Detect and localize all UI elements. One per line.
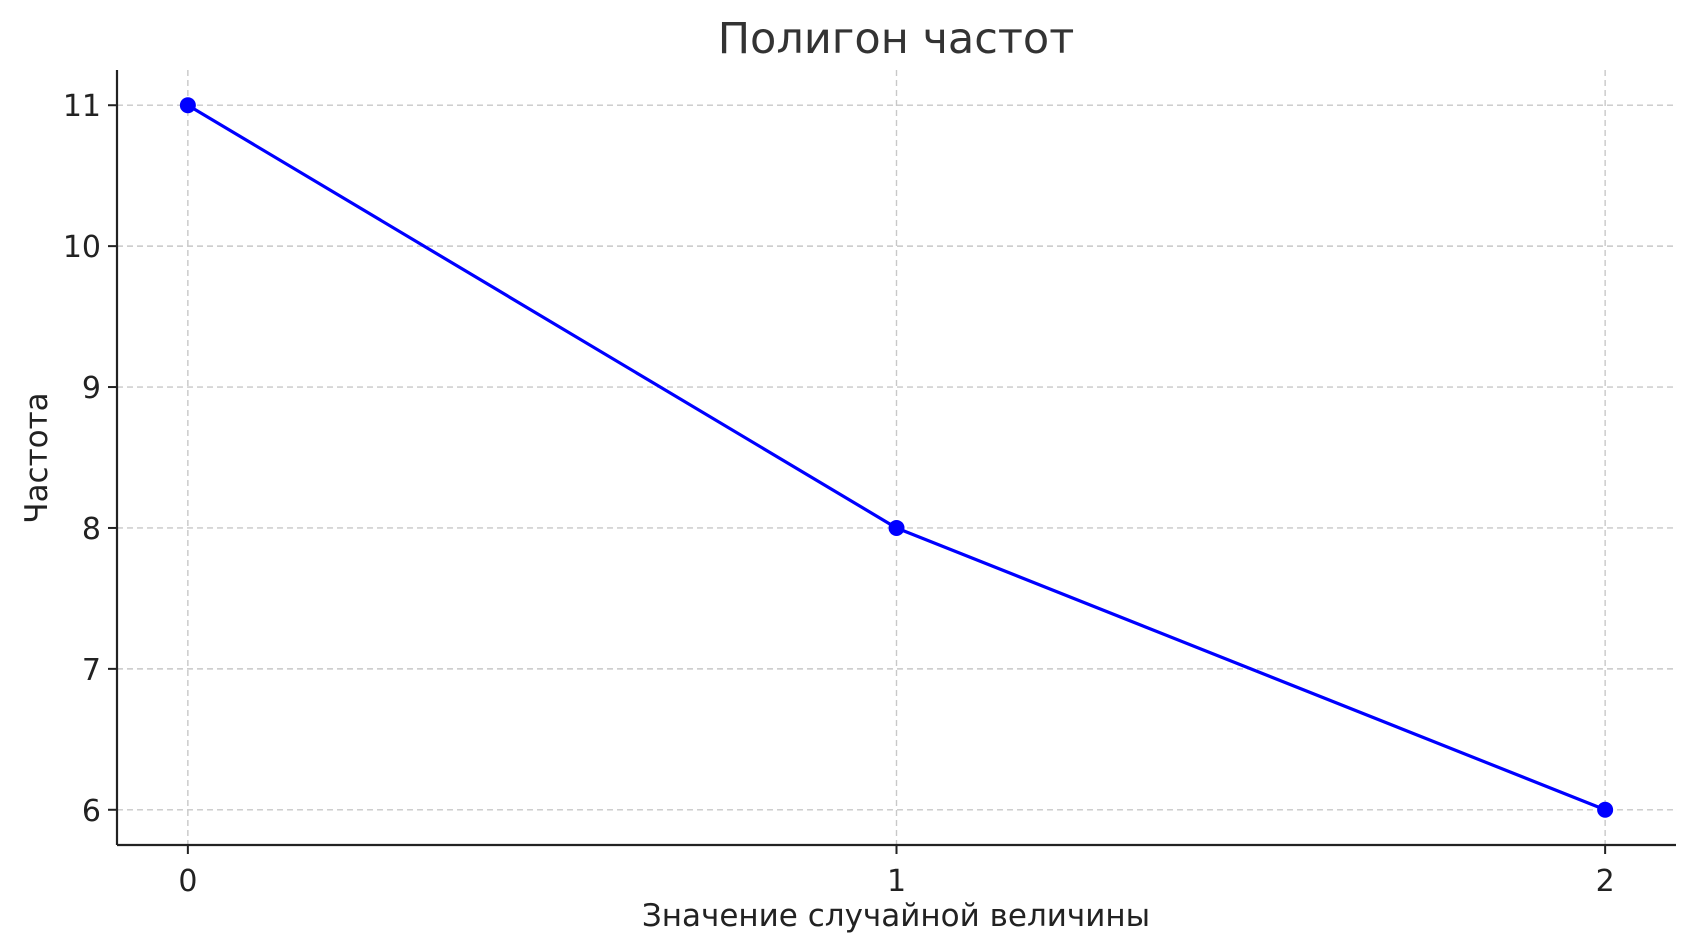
y-tick-label: 10 bbox=[63, 230, 101, 265]
x-tick-label: 2 bbox=[1596, 864, 1615, 899]
grid-lines bbox=[117, 70, 1676, 845]
y-tick-label: 7 bbox=[82, 653, 101, 688]
x-tick-label: 0 bbox=[178, 864, 197, 899]
axes bbox=[115, 70, 1676, 847]
y-tick-label: 9 bbox=[82, 371, 101, 406]
chart-title: Полигон частот bbox=[718, 14, 1075, 64]
y-tick-label: 8 bbox=[82, 512, 101, 547]
y-axis-label: Частота bbox=[19, 392, 55, 523]
data-point bbox=[1597, 801, 1614, 818]
x-tick-label: 1 bbox=[887, 864, 906, 899]
y-tick-label: 11 bbox=[63, 89, 101, 124]
y-tick-label: 6 bbox=[82, 794, 101, 829]
x-axis-label: Значение случайной величины bbox=[642, 898, 1150, 934]
data-point bbox=[888, 519, 905, 536]
axis-ticks: 0 1 2 6 7 8 9 10 11 bbox=[63, 89, 1615, 899]
data-point bbox=[179, 97, 196, 114]
series bbox=[179, 97, 1614, 818]
